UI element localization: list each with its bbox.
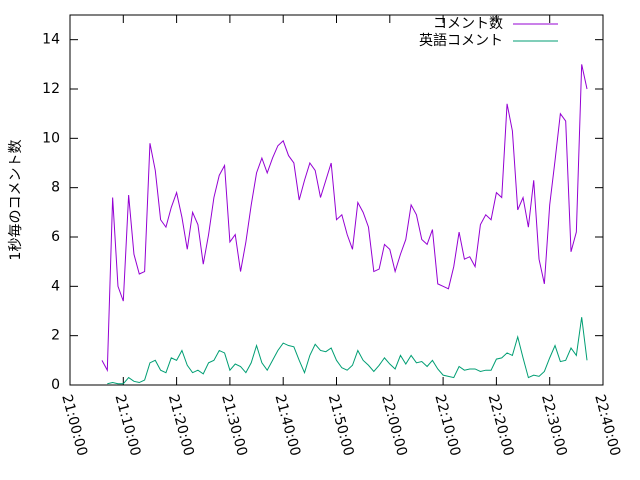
x-tick-label: 21:50:00 (325, 393, 357, 458)
y-tick-label: 8 (51, 180, 60, 196)
series-line (101, 64, 588, 373)
y-tick-label: 14 (42, 32, 60, 48)
legend-label: コメント数 (433, 16, 503, 32)
y-tick-label: 2 (51, 328, 60, 344)
series-line (107, 317, 588, 385)
y-tick-label: 4 (51, 278, 60, 294)
legend-label: 英語コメント (419, 32, 503, 49)
x-tick-label: 21:20:00 (165, 393, 197, 458)
y-tick-label: 12 (42, 81, 60, 97)
x-tick-label: 21:40:00 (271, 393, 303, 458)
x-tick-label: 22:40:00 (591, 393, 623, 458)
y-tick-label: 6 (51, 229, 60, 245)
y-tick-label: 10 (42, 130, 60, 146)
x-tick-label: 21:10:00 (112, 393, 144, 458)
x-tick-label: 21:00:00 (58, 393, 90, 458)
y-axis-label: 1秒毎のコメント数 (8, 140, 24, 261)
x-tick-label: 22:10:00 (431, 393, 463, 458)
x-tick-label: 22:30:00 (538, 393, 570, 458)
y-tick-label: 0 (51, 377, 60, 393)
x-tick-label: 22:00:00 (378, 393, 410, 458)
x-tick-label: 22:20:00 (485, 393, 517, 458)
x-tick-label: 21:30:00 (218, 393, 250, 458)
